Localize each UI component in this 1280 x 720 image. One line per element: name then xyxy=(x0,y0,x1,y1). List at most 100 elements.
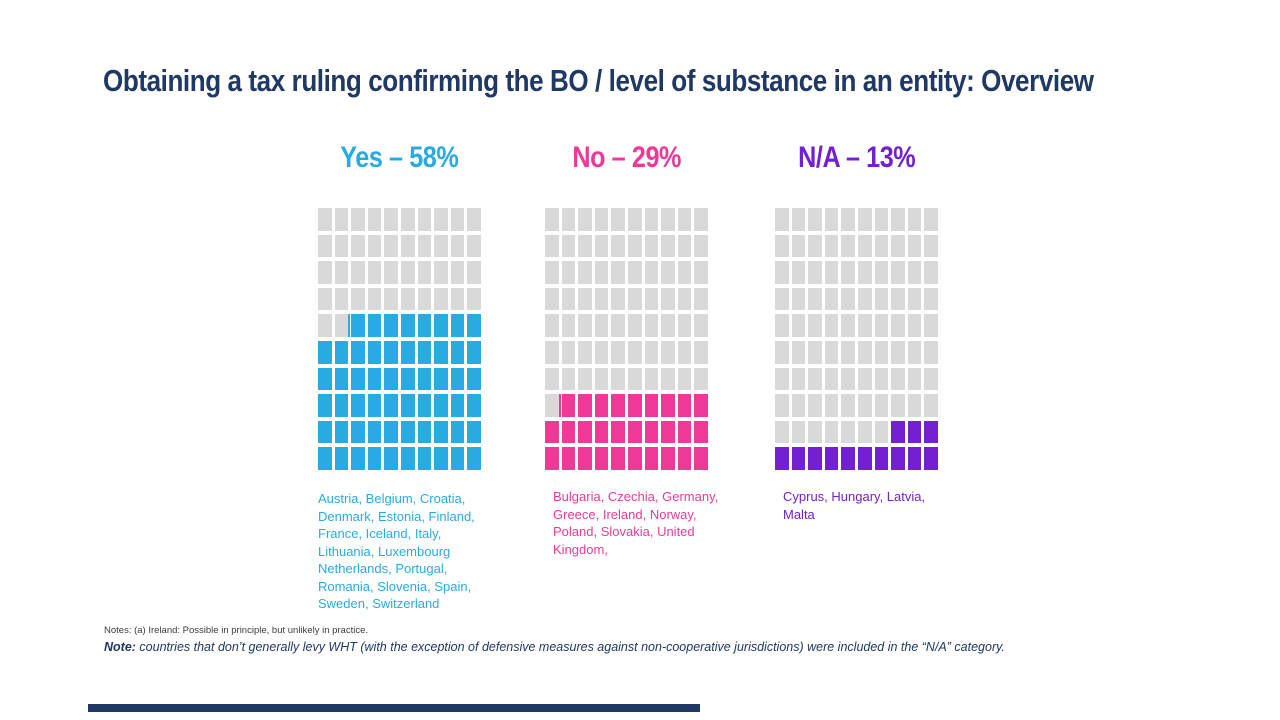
waffle-cell xyxy=(858,420,872,444)
waffle-cell xyxy=(467,420,481,444)
waffle-cell xyxy=(561,420,576,444)
waffle-cell xyxy=(318,420,332,444)
waffle-cell xyxy=(334,261,349,284)
waffle-cell xyxy=(334,234,349,258)
waffle-cell xyxy=(467,261,481,284)
waffle-cell xyxy=(694,314,708,337)
waffle-cell xyxy=(891,394,905,417)
waffle-cell xyxy=(858,394,872,417)
waffle-partial-sliver xyxy=(558,394,561,417)
waffle-cell xyxy=(644,420,659,444)
waffle-cell xyxy=(434,367,448,391)
waffle-cell xyxy=(824,394,839,417)
waffle-cell xyxy=(775,367,789,391)
waffle-cell xyxy=(924,367,938,391)
waffle-cell xyxy=(874,314,889,337)
waffle-cell xyxy=(644,261,659,284)
waffle-cell xyxy=(434,287,448,311)
waffle-cell xyxy=(561,314,576,337)
waffle-cell xyxy=(858,208,872,231)
waffle-cell xyxy=(351,420,365,444)
waffle-cell xyxy=(384,287,398,311)
waffle-cell xyxy=(924,208,938,231)
waffle-cell xyxy=(677,394,692,417)
footnote-main: Note: countries that don’t generally lev… xyxy=(104,640,1005,654)
waffle-cell xyxy=(907,208,922,231)
waffle-cell xyxy=(351,447,365,470)
waffle-cell xyxy=(858,261,872,284)
waffle-cell xyxy=(874,341,889,364)
waffle-cell xyxy=(417,420,432,444)
waffle-cell xyxy=(824,261,839,284)
waffle-cell xyxy=(694,208,708,231)
waffle-cell xyxy=(561,367,576,391)
waffle-cell xyxy=(594,287,609,311)
waffle-cell xyxy=(367,420,382,444)
waffle-cell xyxy=(628,234,642,258)
no-header-label: No – 29% xyxy=(572,141,681,174)
waffle-cell xyxy=(578,287,592,311)
waffle-cell xyxy=(611,394,625,417)
waffle-cell xyxy=(644,314,659,337)
waffle-cell xyxy=(661,367,675,391)
waffle-cell xyxy=(417,208,432,231)
yes-country-list: Austria, Belgium, Croatia, Denmark, Esto… xyxy=(318,491,475,611)
waffle-cell xyxy=(417,314,432,337)
waffle-cell xyxy=(824,234,839,258)
waffle-cell xyxy=(594,314,609,337)
na-header: N/A – 13% xyxy=(735,140,978,176)
waffle-cell xyxy=(318,394,332,417)
waffle-cell xyxy=(841,287,855,311)
waffle-cell xyxy=(791,394,806,417)
waffle-cell xyxy=(367,314,382,337)
waffle-cell xyxy=(417,447,432,470)
waffle-cell xyxy=(907,287,922,311)
waffle-cell xyxy=(874,287,889,311)
waffle-cell xyxy=(401,234,415,258)
waffle-cell xyxy=(874,261,889,284)
waffle-cell xyxy=(594,447,609,470)
waffle-cell xyxy=(841,394,855,417)
footnote-ireland: Notes: (a) Ireland: Possible in principl… xyxy=(104,625,369,636)
waffle-cell xyxy=(661,208,675,231)
waffle-cell xyxy=(594,261,609,284)
waffle-cell xyxy=(384,394,398,417)
waffle-cell xyxy=(677,234,692,258)
waffle-cell xyxy=(334,447,349,470)
column-no: No – 29% Bulgaria, Czechia, Germany, Gre… xyxy=(545,140,718,640)
waffle-cell xyxy=(545,261,559,284)
waffle-cell xyxy=(351,234,365,258)
waffle-cell xyxy=(907,420,922,444)
waffle-cell xyxy=(578,261,592,284)
column-na: N/A – 13% Cyprus, Hungary, Latvia, Malta xyxy=(775,140,938,640)
waffle-cell xyxy=(384,314,398,337)
footnote-main-label: Note: xyxy=(104,640,136,654)
na-waffle-grid xyxy=(775,208,938,470)
yes-header: Yes – 58% xyxy=(278,140,521,176)
waffle-cell xyxy=(841,261,855,284)
waffle-cell xyxy=(808,314,822,337)
waffle-cell xyxy=(907,261,922,284)
waffle-cell xyxy=(661,287,675,311)
waffle-cell xyxy=(775,208,789,231)
waffle-cell xyxy=(318,234,332,258)
waffle-cell xyxy=(677,208,692,231)
waffle-cell xyxy=(611,367,625,391)
waffle-cell xyxy=(351,367,365,391)
waffle-cell xyxy=(891,447,905,470)
waffle-cell xyxy=(775,287,789,311)
waffle-cell xyxy=(450,420,465,444)
waffle-cell xyxy=(891,341,905,364)
waffle-cell xyxy=(858,234,872,258)
waffle-cell xyxy=(578,447,592,470)
waffle-cell xyxy=(924,420,938,444)
waffle-cell xyxy=(594,420,609,444)
waffle-cell xyxy=(450,287,465,311)
waffle-cell xyxy=(661,394,675,417)
waffle-cell xyxy=(434,208,448,231)
waffle-cell xyxy=(318,287,332,311)
waffle-cell xyxy=(434,394,448,417)
waffle-cell xyxy=(351,208,365,231)
waffle-cell xyxy=(594,341,609,364)
waffle-cell xyxy=(775,447,789,470)
